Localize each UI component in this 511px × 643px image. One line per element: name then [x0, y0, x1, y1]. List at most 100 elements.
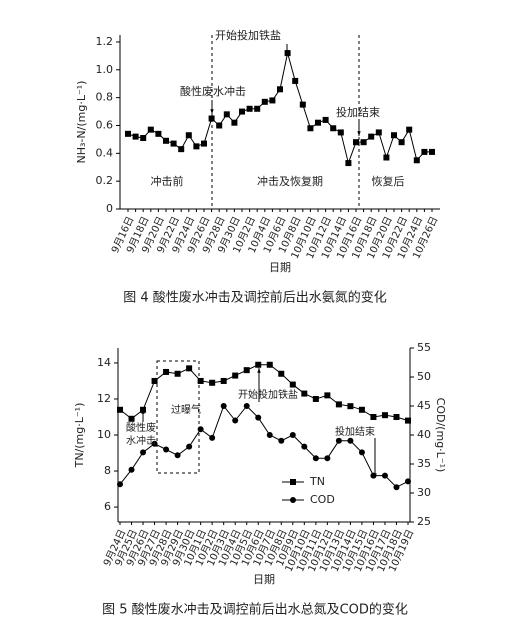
point — [299, 101, 306, 108]
legend-label: TN — [309, 475, 325, 488]
point — [163, 137, 169, 144]
point — [266, 361, 273, 368]
highlight-box — [156, 360, 200, 474]
y-tick-label: 0.8 — [96, 91, 114, 104]
point — [358, 406, 365, 413]
point — [324, 392, 331, 399]
point — [151, 440, 158, 447]
arrow-head — [210, 109, 214, 114]
y2-tick-label: 25 — [417, 515, 431, 528]
y2-tick-label: 55 — [417, 341, 431, 354]
point — [125, 130, 131, 137]
arrow-head — [357, 131, 361, 136]
point — [289, 432, 296, 438]
annotation: 过曝气 — [171, 403, 201, 416]
point — [243, 403, 250, 409]
point — [345, 160, 352, 167]
point — [163, 446, 170, 453]
arrow-head — [257, 368, 261, 373]
point — [266, 432, 273, 438]
y-tick-label: 1.0 — [96, 63, 114, 76]
point — [330, 125, 337, 132]
point — [383, 154, 390, 161]
point — [178, 146, 185, 153]
point — [220, 403, 227, 409]
caption: 图 5 酸性废水冲击及调控前后出水总氮及COD的变化 — [102, 602, 408, 618]
point — [292, 77, 299, 84]
x-axis-label: 日期 — [269, 261, 291, 274]
point — [393, 413, 400, 420]
point — [140, 449, 147, 456]
point — [307, 125, 314, 132]
point — [368, 133, 375, 140]
annotation: 开始投加铁盐 — [238, 388, 298, 401]
point — [347, 437, 354, 444]
point — [261, 98, 268, 105]
point — [406, 126, 413, 133]
point — [391, 132, 397, 139]
point — [231, 119, 238, 126]
point — [381, 412, 388, 419]
arrow-head — [285, 50, 289, 55]
point — [405, 478, 411, 485]
point — [315, 119, 321, 126]
y-tick-label: 6 — [104, 500, 111, 513]
point — [324, 455, 331, 462]
point — [239, 108, 245, 115]
annotation: 投加结束 — [335, 425, 375, 438]
annotation: 冲击及恢复期 — [257, 174, 323, 188]
point — [216, 122, 223, 129]
annotation: 冲击前 — [151, 174, 184, 188]
point — [170, 140, 177, 147]
point — [278, 437, 285, 444]
point — [277, 86, 283, 93]
point — [421, 148, 428, 155]
point — [128, 466, 135, 473]
point — [398, 139, 405, 146]
point — [197, 377, 204, 384]
point — [186, 443, 193, 450]
point — [220, 377, 227, 384]
y2-tick-label: 40 — [417, 428, 431, 441]
point — [337, 129, 344, 136]
y-axis-label: NH₃-N/(mg·L⁻¹) — [75, 81, 88, 164]
y2-tick-label: 30 — [417, 486, 431, 499]
point — [140, 135, 147, 142]
point — [429, 148, 435, 155]
point — [193, 143, 200, 150]
point — [405, 417, 411, 424]
point — [255, 361, 262, 368]
y2-tick-label: 45 — [417, 399, 431, 412]
point — [243, 367, 250, 374]
point — [322, 116, 329, 123]
y-tick-label: 0.4 — [96, 146, 114, 159]
y-tick-label: 8 — [104, 464, 111, 477]
arrow-head — [141, 409, 145, 414]
point — [232, 372, 239, 379]
x-axis-label: 日期 — [253, 573, 275, 586]
point — [185, 132, 192, 139]
annotation: 开始投加铁盐 — [215, 28, 281, 42]
annotation: 水冲击 — [126, 434, 156, 447]
point — [117, 481, 123, 488]
point — [312, 395, 319, 402]
annotation: 酸性废 — [126, 421, 156, 434]
y-tick-label: 1.2 — [96, 35, 114, 48]
point — [301, 443, 308, 450]
point — [353, 139, 359, 146]
series-line — [119, 404, 409, 488]
point — [174, 370, 181, 377]
annotation: 投加结束 — [336, 105, 380, 119]
point — [174, 452, 181, 459]
arrow-head — [373, 473, 377, 478]
point — [301, 390, 308, 397]
point — [269, 97, 276, 104]
point — [209, 379, 216, 386]
point — [163, 368, 170, 375]
point — [132, 133, 139, 140]
point — [254, 105, 261, 112]
point — [375, 129, 382, 136]
y-tick-label: 10 — [97, 428, 111, 441]
point — [223, 111, 230, 118]
point — [209, 434, 216, 441]
